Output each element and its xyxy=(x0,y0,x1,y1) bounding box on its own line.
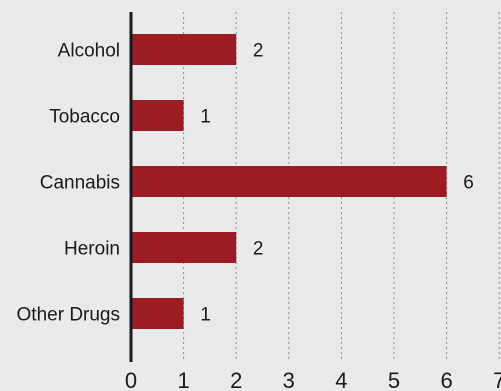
value-labels: 2 1 6 2 1 xyxy=(200,41,474,326)
x-tick-label: 0 xyxy=(125,368,137,391)
x-tick-label: 7 xyxy=(493,368,501,391)
category-label: Heroin xyxy=(64,239,120,260)
bars xyxy=(131,34,447,329)
bar-cannabis xyxy=(131,166,447,197)
x-tick-labels: 0 1 2 3 4 5 6 7 xyxy=(125,368,501,391)
x-tick-label: 5 xyxy=(388,368,400,391)
value-label: 2 xyxy=(253,41,264,62)
bar-alcohol xyxy=(131,34,237,65)
x-tick-label: 3 xyxy=(283,368,295,391)
value-label: 1 xyxy=(200,305,211,326)
x-tick-label: 2 xyxy=(230,368,242,391)
category-labels: Alcohol Tobacco Cannabis Heroin Other Drugs xyxy=(17,41,120,326)
category-label: Tobacco xyxy=(49,107,120,128)
category-label: Cannabis xyxy=(40,173,120,194)
x-tick-label: 6 xyxy=(440,368,452,391)
x-tick-label: 1 xyxy=(177,368,189,391)
bar-tobacco xyxy=(131,100,184,131)
category-label: Alcohol xyxy=(58,41,120,62)
value-label: 2 xyxy=(253,239,264,260)
bar-other-drugs xyxy=(131,298,184,329)
category-label: Other Drugs xyxy=(17,305,120,326)
value-label: 6 xyxy=(463,173,474,194)
value-label: 1 xyxy=(200,107,211,128)
x-tick-label: 4 xyxy=(335,368,347,391)
bar-heroin xyxy=(131,232,237,263)
